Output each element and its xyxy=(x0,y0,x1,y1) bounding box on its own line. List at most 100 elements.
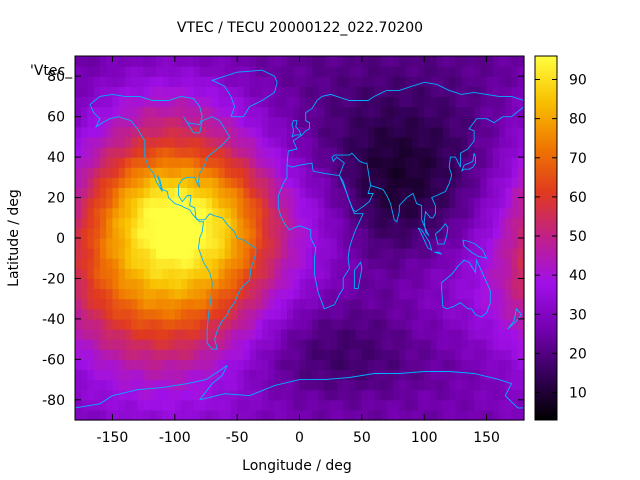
heatmap-cell xyxy=(368,399,375,411)
heatmap-cell xyxy=(330,207,338,219)
heatmap-cell xyxy=(361,288,369,300)
heatmap-cell xyxy=(230,217,238,229)
heatmap-cell xyxy=(424,157,432,168)
heatmap-cell xyxy=(149,136,157,148)
heatmap-cell xyxy=(205,86,213,98)
heatmap-cell xyxy=(199,157,207,168)
heatmap-cell xyxy=(262,167,269,178)
heatmap-cell xyxy=(193,56,201,67)
heatmap-cell xyxy=(305,389,313,401)
heatmap-cell xyxy=(99,369,107,381)
heatmap-cell xyxy=(255,258,263,269)
heatmap-cell xyxy=(218,409,226,421)
heatmap-cell xyxy=(474,339,481,350)
heatmap-cell xyxy=(399,167,407,178)
heatmap-cell xyxy=(386,258,394,269)
heatmap-cell xyxy=(355,318,363,330)
heatmap-cell xyxy=(162,116,170,128)
heatmap-cell xyxy=(330,349,338,360)
x-tick-label: -150 xyxy=(97,430,129,446)
heatmap-cell xyxy=(417,379,425,391)
heatmap-cell xyxy=(81,157,89,168)
heatmap-cell xyxy=(461,278,469,290)
heatmap-cell xyxy=(124,187,132,199)
heatmap-cell xyxy=(349,167,357,178)
heatmap-cell xyxy=(93,147,101,158)
heatmap-cell xyxy=(181,56,188,67)
heatmap-cell xyxy=(380,116,388,128)
x-tick-label: 150 xyxy=(473,430,500,446)
heatmap-cell xyxy=(299,288,307,300)
heatmap-cell xyxy=(218,177,226,189)
heatmap-cell xyxy=(287,66,294,77)
heatmap-cell xyxy=(205,359,213,371)
heatmap-cell xyxy=(168,76,176,87)
heatmap-cell xyxy=(436,56,444,67)
heatmap-cell xyxy=(124,217,132,229)
heatmap-cell xyxy=(249,177,257,189)
heatmap-cell xyxy=(280,238,288,249)
heatmap-cell xyxy=(474,66,481,77)
heatmap-cell xyxy=(299,157,307,168)
heatmap-cell xyxy=(343,349,350,360)
heatmap-cell xyxy=(461,318,469,330)
heatmap-cell xyxy=(218,66,226,77)
heatmap-cell xyxy=(156,96,163,108)
heatmap-cell xyxy=(187,339,195,350)
heatmap-cell xyxy=(424,278,432,290)
heatmap-cell xyxy=(262,248,269,259)
heatmap-cell xyxy=(511,96,519,108)
heatmap-cell xyxy=(87,359,95,371)
heatmap-cell xyxy=(442,248,450,259)
heatmap-cell xyxy=(499,399,506,411)
heatmap-cell xyxy=(492,217,500,229)
heatmap-cell xyxy=(218,298,226,310)
heatmap-cell xyxy=(411,217,419,229)
heatmap-cell xyxy=(287,56,294,67)
heatmap-cell xyxy=(480,207,488,219)
heatmap-cell xyxy=(324,126,332,138)
heatmap-cell xyxy=(137,349,145,360)
heatmap-cell xyxy=(118,187,126,199)
heatmap-cell xyxy=(474,329,481,340)
heatmap-cell xyxy=(517,379,525,391)
heatmap-cell xyxy=(205,147,213,158)
heatmap-cell xyxy=(386,76,394,87)
heatmap-cell xyxy=(143,96,151,108)
heatmap-cell xyxy=(230,329,238,340)
heatmap-cell xyxy=(361,389,369,401)
heatmap-cell xyxy=(81,268,89,280)
heatmap-cell xyxy=(93,207,101,219)
heatmap-cell xyxy=(455,177,463,189)
heatmap-cell xyxy=(218,157,226,168)
heatmap-cell xyxy=(230,359,238,371)
heatmap-cell xyxy=(424,217,432,229)
heatmap-cell xyxy=(311,329,319,340)
heatmap-cell xyxy=(424,369,432,381)
heatmap-cell xyxy=(162,278,170,290)
heatmap-cell xyxy=(287,278,294,290)
heatmap-cell xyxy=(349,197,357,209)
heatmap-cell xyxy=(162,187,170,199)
heatmap-cell xyxy=(287,126,294,138)
heatmap-cell xyxy=(168,136,176,148)
heatmap-cell xyxy=(205,167,213,178)
heatmap-cell xyxy=(442,207,450,219)
heatmap-cell xyxy=(449,177,457,189)
heatmap-cell xyxy=(480,106,488,118)
heatmap-cell xyxy=(305,258,313,269)
heatmap-cell xyxy=(112,399,120,411)
heatmap-cell xyxy=(143,359,151,371)
heatmap-cell xyxy=(492,329,500,340)
heatmap-cell xyxy=(162,207,170,219)
heatmap-cell xyxy=(106,318,114,330)
heatmap-cell xyxy=(137,339,145,350)
heatmap-cell xyxy=(380,409,388,421)
heatmap-cell xyxy=(255,116,263,128)
heatmap-cell xyxy=(436,288,444,300)
heatmap-cell xyxy=(424,339,432,350)
heatmap-cell xyxy=(156,308,163,320)
heatmap-cell xyxy=(193,359,201,371)
heatmap-cell xyxy=(324,167,332,178)
heatmap-cell xyxy=(131,207,138,219)
